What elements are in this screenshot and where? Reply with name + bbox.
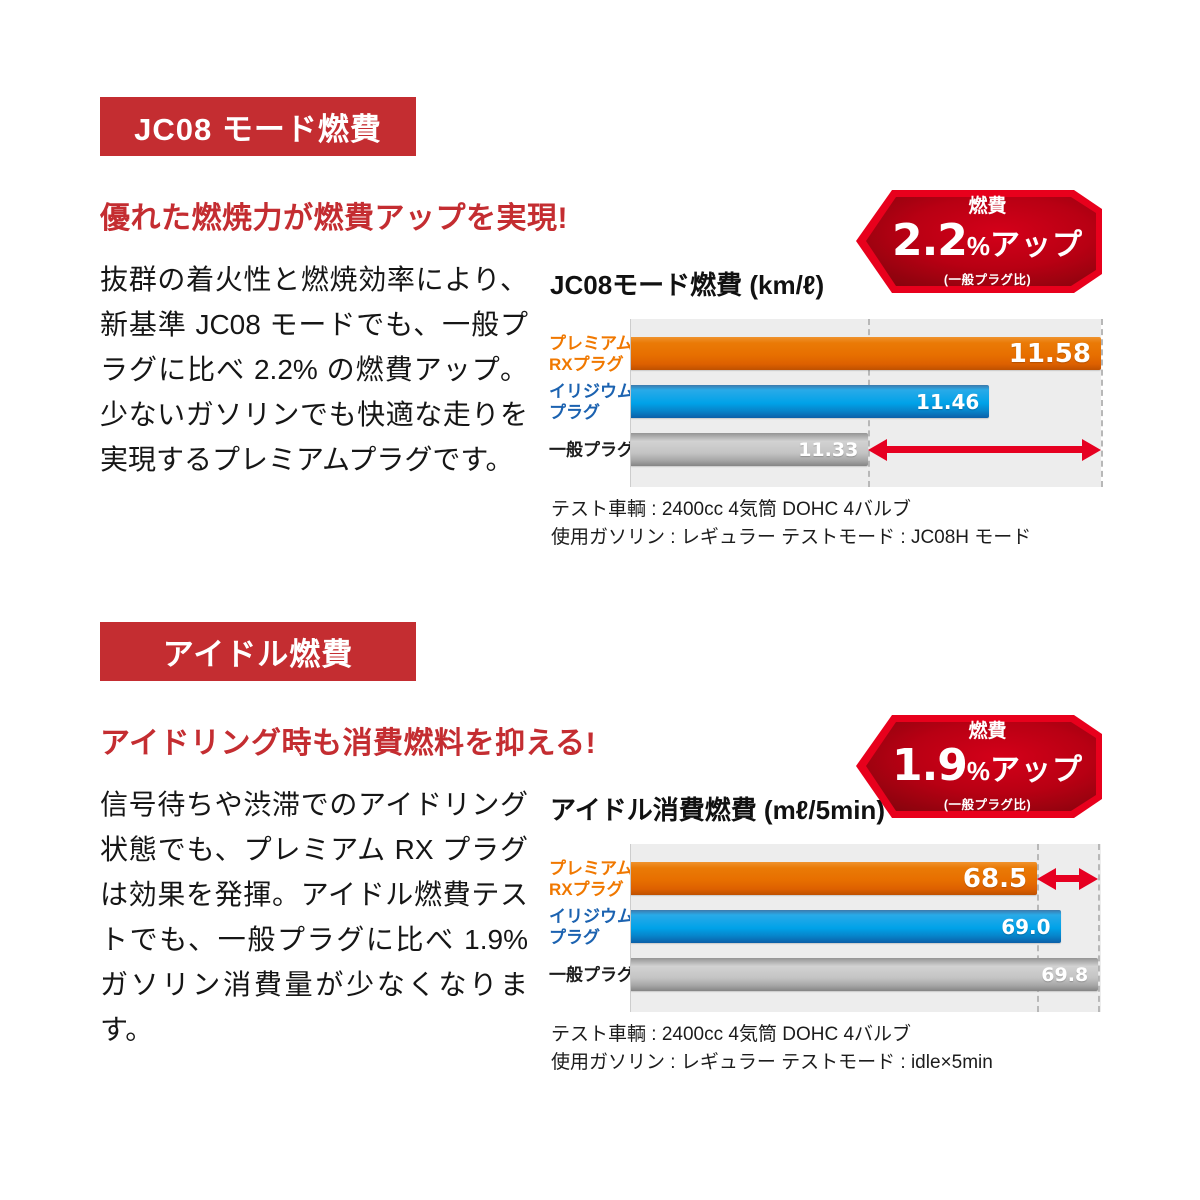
badge-content: 燃費 1.9 % アップ (一般プラグ比)	[885, 710, 1090, 823]
test-conditions-notes: テスト車輌 : 2400cc 4気筒 DOHC 4バルブ 使用ガソリン : レギ…	[551, 1021, 993, 1077]
badge-label: 燃費	[968, 196, 1007, 217]
test-conditions-notes: テスト車輌 : 2400cc 4気筒 DOHC 4バルブ 使用ガソリン : レギ…	[551, 496, 1031, 552]
bar-2: 69.8	[631, 958, 1099, 991]
badge-label: 燃費	[968, 721, 1007, 742]
bar-label-1: イリジウム プラグ	[549, 906, 634, 947]
badge-footnote: (一般プラグ比)	[943, 798, 1032, 812]
bar-label-2: 一般プラグ	[549, 965, 634, 984]
bar-chart-plot: 68.5 69.0 69.8	[630, 844, 1101, 1012]
bar-value-0: 68.5	[962, 863, 1028, 894]
badge-suffix: アップ	[990, 754, 1084, 787]
badge-percent-sign: %	[966, 231, 991, 261]
note-line: 使用ガソリン : レギュラー テストモード : JC08H モード	[551, 527, 1032, 548]
fuel-up-badge: 燃費 1.9 % アップ (一般プラグ比)	[855, 710, 1103, 823]
bar-chart-plot: 11.58 11.46 11.33	[630, 319, 1103, 487]
chart-title: JC08モード燃費 (km/ℓ)	[550, 270, 825, 300]
section-idle-fuel: アイドル燃費 アイドリング時も消費燃料を抑える! 信号待ちや渋滞でのアイドリング…	[0, 622, 1200, 1167]
badge-footnote: (一般プラグ比)	[943, 273, 1032, 287]
bar-0: 68.5	[631, 862, 1038, 895]
chart-title: アイドル消費燃費 (mℓ/5min)	[550, 795, 885, 825]
badge-content: 燃費 2.2 % アップ (一般プラグ比)	[885, 185, 1090, 298]
bar-label-0: プレミアム RXプラグ	[549, 333, 633, 374]
arrow-line	[1050, 875, 1086, 882]
bar-0: 11.58	[631, 337, 1101, 370]
chart-category-labels: プレミアム RXプラグ イリジウム プラグ一般プラグ	[549, 844, 634, 1012]
arrow-head-left-icon	[1037, 867, 1057, 890]
badge-value-line: 1.9 % アップ	[885, 744, 1090, 788]
bar-label-1: イリジウム プラグ	[549, 381, 634, 422]
section-headline: アイドリング時も消費燃料を抑える!	[100, 727, 597, 760]
bar-label-2: 一般プラグ	[549, 440, 634, 459]
bar-value-1: 69.0	[1001, 914, 1051, 939]
arrow-head-left-icon	[868, 438, 888, 461]
badge-hexagon-shape	[856, 715, 1102, 818]
badge-suffix: アップ	[990, 229, 1084, 262]
banner-label: JC08 モード燃費	[134, 112, 382, 147]
bar-value-2: 11.33	[798, 438, 859, 461]
dashed-gridline	[1098, 844, 1101, 1012]
bar-1: 11.46	[631, 385, 990, 418]
section-title-banner: JC08 モード燃費	[100, 97, 416, 156]
chart-category-labels: プレミアム RXプラグ イリジウム プラグ一般プラグ	[549, 319, 634, 487]
badge-percent-sign: %	[966, 756, 991, 786]
badge-percent-value: 1.9	[891, 740, 968, 791]
body-paragraph: 信号待ちや渋滞でのアイドリング状態でも、プレミアム RX プラグは効果を発揮。ア…	[100, 789, 528, 1045]
arrow-line	[881, 446, 1088, 453]
note-line: テスト車輌 : 2400cc 4気筒 DOHC 4バルブ	[551, 1024, 912, 1045]
body-paragraph: 抜群の着火性と燃焼効率により、新基準 JC08 モードでも、一般プラグに比べ 2…	[100, 264, 528, 475]
section-jc08-mode: JC08 モード燃費 優れた燃焼力が燃費アップを実現! 抜群の着火性と燃焼効率に…	[0, 97, 1200, 642]
section-title-banner: アイドル燃費	[100, 622, 416, 681]
bar-label-0: プレミアム RXプラグ	[549, 858, 633, 899]
note-line: 使用ガソリン : レギュラー テストモード : idle×5min	[551, 1052, 993, 1073]
banner-label: アイドル燃費	[162, 637, 354, 672]
bar-2: 11.33	[631, 433, 869, 466]
note-line: テスト車輌 : 2400cc 4気筒 DOHC 4バルブ	[551, 499, 912, 520]
fuel-up-badge: 燃費 2.2 % アップ (一般プラグ比)	[855, 185, 1103, 298]
dashed-gridline	[1101, 319, 1103, 487]
bar-value-0: 11.58	[1008, 338, 1091, 369]
badge-hexagon-shape	[856, 190, 1102, 293]
arrow-head-right-icon	[1081, 438, 1101, 461]
bar-1: 69.0	[631, 910, 1061, 943]
badge-percent-value: 2.2	[891, 215, 968, 266]
bar-value-1: 11.46	[916, 389, 980, 414]
arrow-head-right-icon	[1079, 867, 1099, 890]
bar-value-2: 69.8	[1041, 963, 1089, 986]
section-headline: 優れた燃焼力が燃費アップを実現!	[100, 202, 568, 235]
badge-value-line: 2.2 % アップ	[885, 219, 1090, 263]
